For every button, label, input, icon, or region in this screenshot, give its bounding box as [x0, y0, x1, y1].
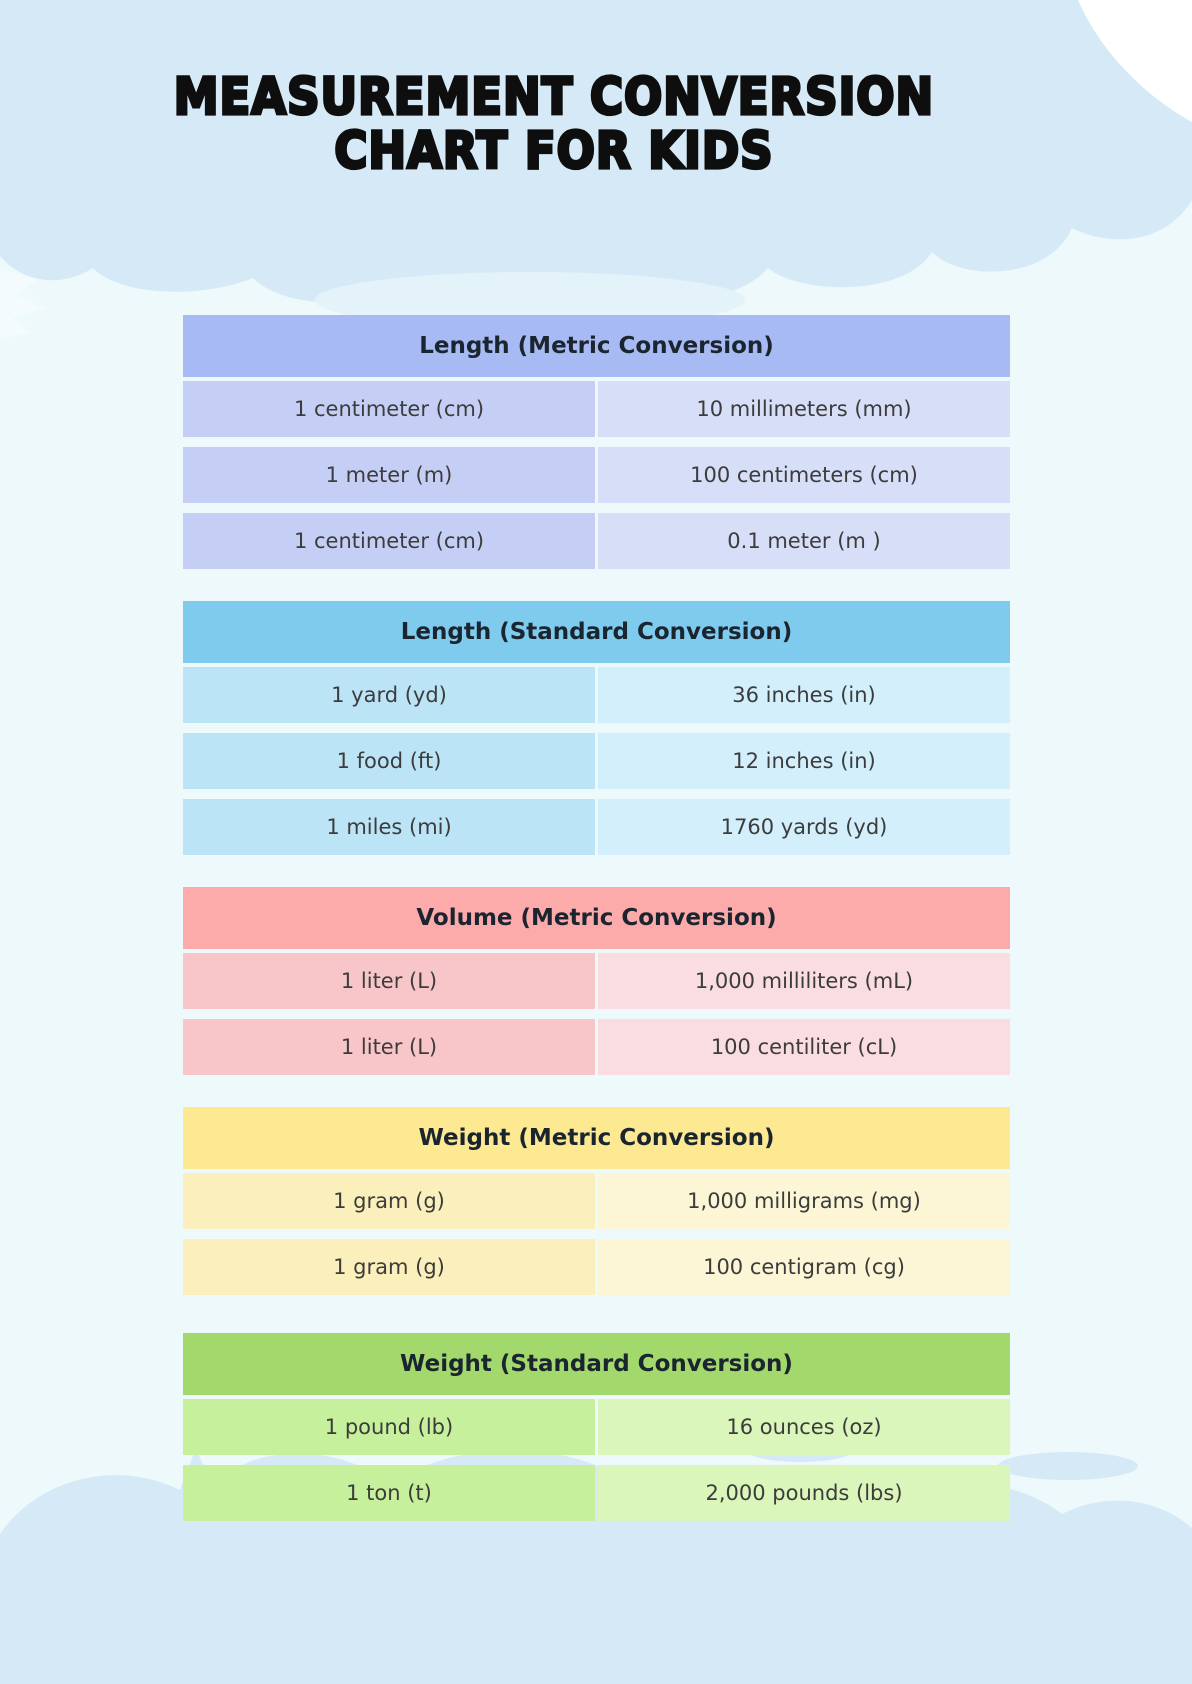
row-unit-cell: 1 ton (t)	[183, 1465, 595, 1521]
row-unit-cell: 1 miles (mi)	[183, 799, 595, 855]
row-value-cell: 1,000 milligrams (mg)	[598, 1173, 1010, 1229]
table-length-metric: Length (Metric Conversion) 1 centimeter …	[183, 315, 1010, 569]
row-unit-cell: 1 gram (g)	[183, 1173, 595, 1229]
row-value-cell: 1760 yards (yd)	[598, 799, 1010, 855]
table-row: 1 centimeter (cm) 10 millimeters (mm)	[183, 381, 1010, 437]
table-length-standard: Length (Standard Conversion) 1 yard (yd)…	[183, 601, 1010, 855]
row-unit-cell: 1 pound (lb)	[183, 1399, 595, 1455]
table-row: 1 ton (t) 2,000 pounds (lbs)	[183, 1465, 1010, 1521]
row-value-cell: 36 inches (in)	[598, 667, 1010, 723]
table-row: 1 gram (g) 1,000 milligrams (mg)	[183, 1173, 1010, 1229]
table-row: 1 centimeter (cm) 0.1 meter (m )	[183, 513, 1010, 569]
table-row: 1 pound (lb) 16 ounces (oz)	[183, 1399, 1010, 1455]
row-value-cell: 100 centimeters (cm)	[598, 447, 1010, 503]
table-row: 1 meter (m) 100 centimeters (cm)	[183, 447, 1010, 503]
row-unit-cell: 1 food (ft)	[183, 733, 595, 789]
table-row: 1 yard (yd) 36 inches (in)	[183, 667, 1010, 723]
page-title: MEASUREMENT CONVERSION CHART FOR KIDS	[0, 65, 1192, 182]
row-unit-cell: 1 liter (L)	[183, 1019, 595, 1075]
row-unit-cell: 1 meter (m)	[183, 447, 595, 503]
table-header-weight-standard: Weight (Standard Conversion)	[183, 1333, 1010, 1395]
table-row: 1 liter (L) 1,000 milliliters (mL)	[183, 953, 1010, 1009]
row-unit-cell: 1 liter (L)	[183, 953, 595, 1009]
row-value-cell: 16 ounces (oz)	[598, 1399, 1010, 1455]
row-value-cell: 2,000 pounds (lbs)	[598, 1465, 1010, 1521]
table-row: 1 gram (g) 100 centigram (cg)	[183, 1239, 1010, 1295]
table-volume-metric: Volume (Metric Conversion) 1 liter (L) 1…	[183, 887, 1010, 1075]
table-header-length-metric: Length (Metric Conversion)	[183, 315, 1010, 377]
row-value-cell: 10 millimeters (mm)	[598, 381, 1010, 437]
row-value-cell: 0.1 meter (m )	[598, 513, 1010, 569]
row-unit-cell: 1 yard (yd)	[183, 667, 595, 723]
conversion-tables: Length (Metric Conversion) 1 centimeter …	[183, 315, 1010, 1553]
table-header-volume-metric: Volume (Metric Conversion)	[183, 887, 1010, 949]
row-unit-cell: 1 centimeter (cm)	[183, 381, 595, 437]
row-value-cell: 12 inches (in)	[598, 733, 1010, 789]
row-unit-cell: 1 gram (g)	[183, 1239, 595, 1295]
table-row: 1 food (ft) 12 inches (in)	[183, 733, 1010, 789]
table-row: 1 miles (mi) 1760 yards (yd)	[183, 799, 1010, 855]
row-value-cell: 1,000 milliliters (mL)	[598, 953, 1010, 1009]
page-title-line-2: CHART FOR KIDS	[333, 119, 774, 182]
row-value-cell: 100 centigram (cg)	[598, 1239, 1010, 1295]
table-row: 1 liter (L) 100 centiliter (cL)	[183, 1019, 1010, 1075]
table-weight-standard: Weight (Standard Conversion) 1 pound (lb…	[183, 1333, 1010, 1521]
table-header-length-standard: Length (Standard Conversion)	[183, 601, 1010, 663]
page-title-line-1: MEASUREMENT CONVERSION	[172, 65, 935, 128]
table-header-weight-metric: Weight (Metric Conversion)	[183, 1107, 1010, 1169]
row-unit-cell: 1 centimeter (cm)	[183, 513, 595, 569]
row-value-cell: 100 centiliter (cL)	[598, 1019, 1010, 1075]
table-weight-metric: Weight (Metric Conversion) 1 gram (g) 1,…	[183, 1107, 1010, 1295]
